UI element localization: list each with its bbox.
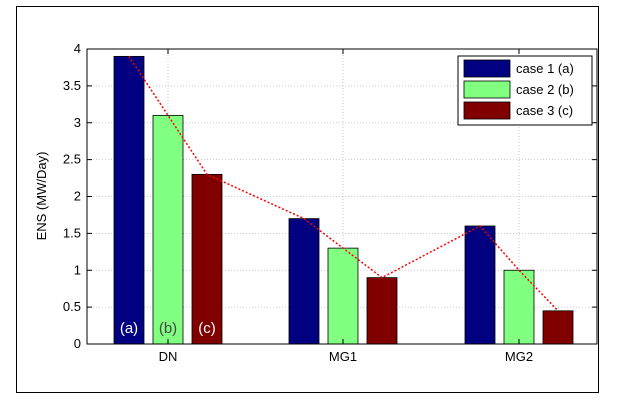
- bar-annotation: (b): [159, 320, 177, 337]
- bar-3-mg1: [366, 277, 398, 345]
- bar-1-mg2: [464, 225, 496, 345]
- x-tick-label: MG1: [329, 349, 357, 364]
- y-tick-label: 0: [74, 336, 81, 351]
- y-tick-label: 1: [74, 262, 81, 277]
- y-tick-label: 1.5: [63, 225, 81, 240]
- y-tick-label: 3: [74, 115, 81, 130]
- x-tick-label: MG2: [505, 349, 533, 364]
- bar-1-mg1: [288, 218, 320, 345]
- bar-2-dn: [152, 114, 184, 345]
- legend: case 1 (a) case 2 (b) case 3 (c): [457, 55, 593, 126]
- legend-label: case 2 (b): [516, 82, 574, 97]
- figure-frame: [16, 6, 599, 393]
- trend-line: [128, 55, 559, 312]
- y-tick-label: 2.5: [63, 152, 81, 167]
- y-tick-label: 0.5: [63, 299, 81, 314]
- y-axis-ticks: 0 0.5 1 1.5 2 2.5 3 3.5 4: [63, 41, 597, 351]
- x-axis-ticks: DN MG1 MG2: [159, 49, 533, 364]
- legend-label: case 1 (a): [516, 61, 574, 76]
- bar-3-dn: [191, 173, 223, 345]
- bar-annotation: (c): [198, 320, 216, 337]
- bar-annotations: (a) (b) (c): [120, 320, 216, 337]
- y-tick-label: 3.5: [63, 78, 81, 93]
- legend-swatch: [463, 80, 511, 99]
- trend-polyline: [128, 55, 559, 312]
- bar-1-dn: [113, 55, 145, 345]
- y-axis-label: ENS (MW/Day): [34, 152, 49, 241]
- bar-2-mg1: [327, 247, 359, 345]
- legend-label: case 3 (c): [516, 103, 573, 118]
- bar-2-mg2: [503, 269, 535, 345]
- y-tick-label: 4: [74, 41, 81, 56]
- legend-swatch: [463, 101, 511, 120]
- bar-3-mg2: [542, 310, 574, 345]
- x-tick-label: DN: [159, 349, 178, 364]
- y-tick-label: 2: [74, 189, 81, 204]
- legend-swatch: [463, 59, 511, 78]
- bar-annotation: (a): [120, 320, 138, 337]
